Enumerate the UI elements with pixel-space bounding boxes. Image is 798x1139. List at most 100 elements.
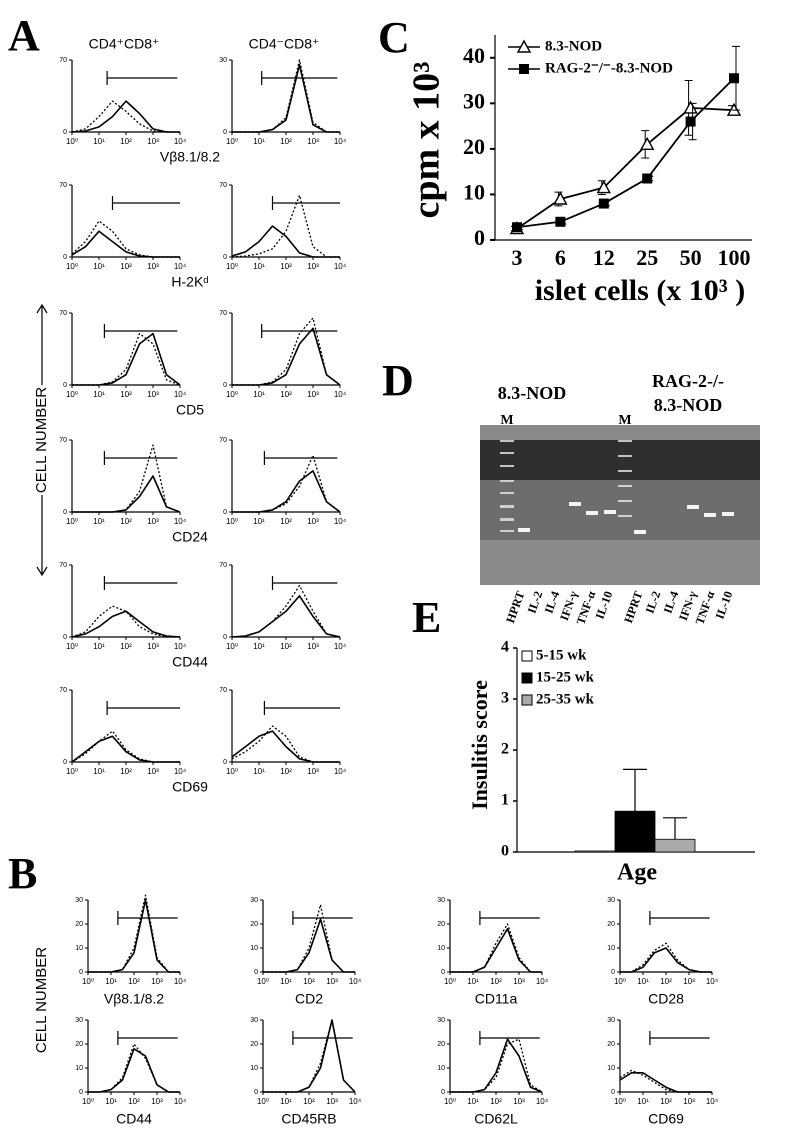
x-tick-label: 10¹ [105,977,117,986]
dotted-histogram [619,1069,712,1093]
dotted-histogram [71,730,180,763]
x-tick-label: 10⁰ [614,1097,626,1106]
y-tick-label: 0 [474,225,485,250]
x-tick-label: 10³ [147,642,159,651]
x-tick-label: 10⁴ [334,767,347,776]
y-tick-label: 20 [250,921,258,928]
x-tick-label: 10² [280,390,292,399]
y-tick-label: 0 [223,129,227,136]
x-axis-label: islet cells (x 10³ ) [535,274,746,307]
x-tick-label: 10¹ [93,642,105,651]
x-tick-label: 10³ [513,977,525,986]
dotted-histogram [88,1043,180,1093]
marker-label: CD5 [176,402,204,418]
x-tick-label: 10³ [326,977,338,986]
square-marker [512,222,522,233]
x-tick-label: 10² [120,262,132,271]
x-tick-label: 10⁴ [706,977,719,986]
marker-label: CD69 [648,1111,684,1127]
y-tick-label: 20 [75,1041,83,1048]
x-tick-label: 10² [128,977,140,986]
square-marker [642,173,653,184]
x-tick-label: 10³ [683,977,695,986]
dotted-histogram [232,59,340,133]
dotted-histogram [88,894,180,973]
x-tick-label: 10¹ [280,1097,292,1106]
y-axis-label: CELL NUMBER [33,947,50,1053]
x-tick-label: 10⁰ [82,1097,94,1106]
legend-label: 8.3-NOD [545,38,602,54]
y-tick-label: 10 [250,945,258,952]
x-tick-label: 10³ [147,390,159,399]
axis [71,565,180,638]
y-tick-label: 30 [437,897,445,904]
y-tick-label: 10 [437,945,445,952]
x-tick-label: 10¹ [467,1097,479,1106]
dotted-histogram [232,454,341,513]
x-tick-label: 10¹ [253,262,265,271]
y-tick-label: 0 [63,254,67,261]
marker-label: CD24 [172,529,208,545]
dotted-histogram [71,605,180,638]
legend-label: RAG-2⁻/⁻-8.3-NOD [545,60,673,76]
line [516,106,735,230]
y-tick-label: 70 [219,562,227,569]
square-marker [685,116,696,127]
y-tick-label: 0 [79,969,83,976]
y-tick-label: 30 [219,57,227,64]
x-tick-label: 10³ [147,767,159,776]
solid-histogram [450,928,542,973]
x-tick-label: 10² [660,977,672,986]
error-bar [623,768,647,812]
y-tick-label: 0 [223,254,227,261]
x-tick-label: 10⁴ [174,390,187,399]
y-tick-label: 0 [63,509,67,516]
x-tick-label: 10¹ [93,137,105,146]
y-tick-label: 70 [59,687,67,694]
solid-histogram [231,730,340,763]
lane-label: HPRT [621,589,645,625]
y-tick-label: 0 [501,843,509,860]
legend-swatch [521,650,533,662]
x-tick-label: 10⁰ [257,977,269,986]
x-tick-label: 10¹ [253,137,265,146]
bar [654,838,696,853]
dotted-histogram [231,194,340,258]
y-tick-label: 30 [607,1017,615,1024]
axis [262,1020,355,1093]
y-tick-label: 1 [501,792,509,809]
triangle-marker [596,180,611,194]
x-tick-label: 10¹ [93,767,105,776]
x-tick-label: 10⁴ [349,977,362,986]
x-tick-label: 10² [280,642,292,651]
y-tick-label: 70 [219,437,227,444]
y-tick-label: 70 [59,562,67,569]
y-tick-label: 20 [250,1041,258,1048]
x-tick-label: 10⁰ [614,977,626,986]
marker-label: CD11a [475,991,518,1007]
axis [87,900,180,973]
legend-swatch [521,672,533,684]
axis [231,60,340,133]
x-tick-label: 10³ [307,517,319,526]
y-tick-label: 0 [223,382,227,389]
solid-histogram [72,332,181,386]
y-tick-label: 10 [75,1065,83,1072]
x-tick-label: 10² [120,517,132,526]
x-tick-label: 10⁴ [536,1097,549,1106]
x-tick-label: 10¹ [93,517,105,526]
dotted-histogram [450,1038,543,1093]
x-tick-label: 10³ [307,767,319,776]
solid-histogram [71,100,180,133]
x-tick-label: 50 [680,245,702,270]
dotted-histogram [263,1019,356,1093]
panel-letter: E [412,593,441,642]
solid-histogram [72,475,181,513]
y-tick-label: 10 [607,945,615,952]
x-tick-label: 6 [555,245,566,270]
legend-label: 25-35 wk [536,691,595,707]
column-header: CD4⁺CD8⁺ [89,36,160,52]
x-tick-label: 10⁰ [226,262,238,271]
x-tick-label: 12 [593,245,615,270]
y-tick-label: 70 [219,310,227,317]
